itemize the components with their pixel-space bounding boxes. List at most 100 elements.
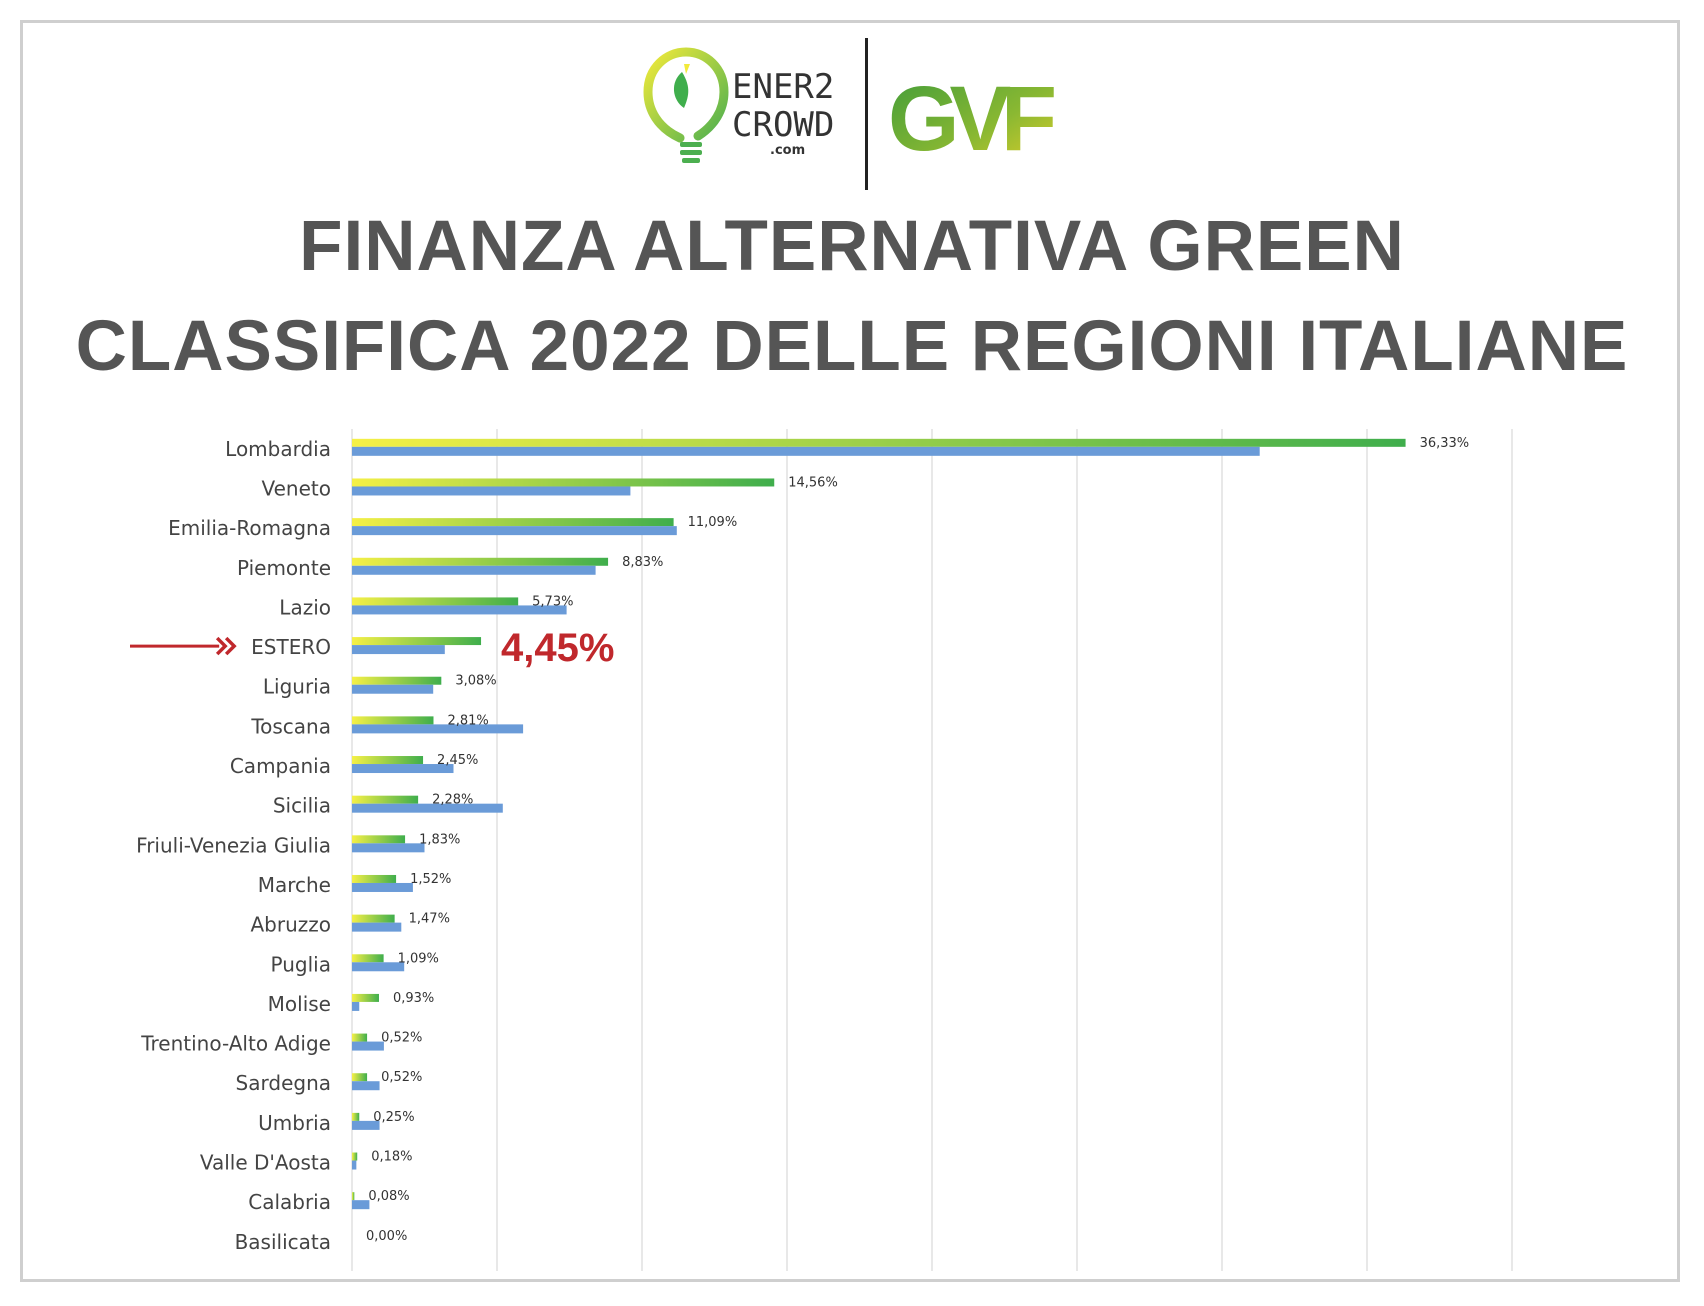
value-label: 0,00% [366,1229,407,1244]
category-label: Piemonte [237,556,331,580]
value-label: 2,28% [432,793,473,808]
value-label: 1,52% [410,872,451,887]
bar-series-2 [352,684,434,694]
bar-series-1 [352,835,406,844]
category-label: Trentino-Alto Adige [140,1032,331,1056]
category-label: Calabria [248,1190,331,1214]
value-label: 0,52% [381,1031,422,1046]
bar-series-2 [352,1041,384,1051]
bar-series-1 [352,438,1406,447]
bar-series-1 [352,954,384,963]
category-label: Basilicata [235,1230,331,1254]
value-label: 0,93% [393,991,434,1006]
value-label: 3,08% [455,674,496,689]
bar-series-2 [352,1001,360,1011]
bar-series-2 [352,1200,370,1210]
bar-series-1 [352,1192,355,1201]
value-label: 1,47% [409,912,450,927]
bar-series-1 [352,637,482,646]
bars [352,438,1406,1210]
category-label: Sardegna [236,1071,331,1095]
value-label: 36,33% [1420,436,1470,451]
gridlines [351,429,1513,1271]
gvf-logo: GVF [888,68,1060,170]
category-label: Puglia [271,952,331,976]
double-chevron-icon [215,636,237,656]
value-label: 0,52% [381,1070,422,1085]
category-label: Sicilia [273,794,331,818]
chart-frame [20,20,1680,1282]
bar-series-2 [352,645,445,655]
logo-divider [865,38,868,190]
category-label: Lombardia [225,437,331,461]
bar-series-1 [352,1073,368,1082]
bar-series-1 [352,597,519,606]
highlight-value-label: 4,45% [501,626,614,670]
highlight: 4,45% [130,626,614,670]
bar-series-1 [352,676,442,685]
value-label: 0,18% [371,1150,412,1165]
value-label: 0,08% [368,1189,409,1204]
bar-series-2 [352,922,402,932]
bar-series-1 [352,1152,358,1161]
value-label: 11,09% [688,515,738,530]
chart-title-line2: CLASSIFICA 2022 DELLE REGIONI ITALIANE [75,307,1629,386]
category-label: Liguria [263,675,331,699]
ener2crowd-line3: .com [770,143,805,158]
bar-series-1 [352,557,609,566]
value-label: 0,25% [373,1110,414,1125]
ener2crowd-line1: ENER2 [732,67,834,107]
ener2crowd-logo: ENER2 CROWD .com [643,47,834,163]
bar-series-2 [352,882,413,892]
bar-series-2 [352,446,1260,456]
value-label: 8,83% [622,555,663,570]
bar-series-2 [352,962,405,972]
logos-header: ENER2 CROWD .com GVF [643,38,1060,190]
bar-series-1 [352,1112,360,1121]
value-label: 5,73% [532,594,573,609]
category-labels: Lombardia Veneto Emilia-Romagna Piemonte Laz… [136,437,331,1254]
bar-series-2 [352,843,425,853]
bar-series-1 [352,478,775,487]
bar-series-2 [352,1120,380,1130]
category-label: Valle D'Aosta [200,1151,331,1175]
ener2crowd-line2: CROWD [732,105,834,145]
bar-series-2 [352,565,596,575]
bar-series-2 [352,764,454,774]
bar-series-2 [352,724,524,734]
category-label: Friuli-Venezia Giulia [136,833,331,857]
value-label: 1,83% [419,832,460,847]
bar-series-1 [352,795,419,804]
bar-series-1 [352,756,424,765]
lightbulb-icon [643,47,729,163]
bar-series-1 [352,914,395,923]
bar-series-1 [352,874,397,883]
category-label: Marche [258,873,331,897]
bar-series-2 [352,803,503,813]
bar-series-2 [352,486,631,496]
bar-series-2 [352,526,677,536]
value-labels: 36,33% 14,56% 11,09% 8,83% 5,73% 3,08% 2,81% 2,… [366,436,1469,1244]
value-label: 1,09% [398,951,439,966]
category-label: Lazio [279,595,331,619]
category-label: Molise [268,992,331,1016]
category-label: Umbria [258,1111,331,1135]
value-label: 2,45% [437,753,478,768]
bar-series-2 [352,605,567,615]
category-label: Emilia-Romagna [168,516,331,540]
bar-series-1 [352,993,379,1002]
bar-series-1 [352,1033,368,1042]
bar-series-1 [352,716,434,725]
category-label: Abruzzo [250,913,331,937]
bar-series-1 [352,518,674,527]
category-label: Campania [230,754,331,778]
bar-series-2 [352,1081,380,1091]
bar-series-2 [352,1160,357,1170]
category-label: Toscana [250,714,331,738]
category-label: Veneto [262,476,332,500]
gvf-logo-text: GVF [888,68,1054,170]
value-label: 14,56% [788,475,838,490]
value-label: 2,81% [447,713,488,728]
category-label: ESTERO [251,635,331,659]
